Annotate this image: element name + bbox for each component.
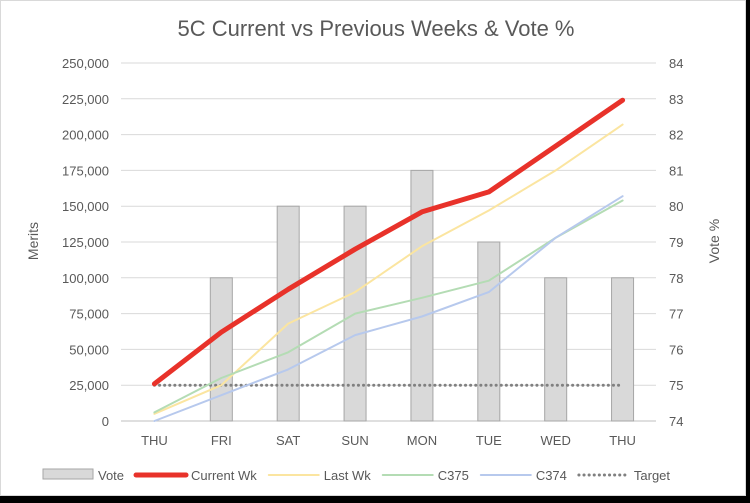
y2-tick-label: 80 [669, 199, 683, 214]
y2-tick-label: 76 [669, 342, 683, 357]
y2-axis-ticks: 74 75 76 77 78 79 80 81 82 83 84 [669, 56, 683, 429]
legend-label: Target [634, 468, 671, 483]
y-tick-label: 150,000 [62, 199, 109, 214]
vote-bar [477, 241, 501, 422]
legend-label: C375 [438, 468, 469, 483]
series-line-c374 [153, 195, 624, 422]
y-tick-label: 100,000 [62, 271, 109, 286]
legend-label: Current Wk [191, 468, 257, 483]
right-border [746, 0, 750, 503]
x-tick-label: THU [609, 433, 636, 448]
x-tick-label: FRI [211, 433, 232, 448]
series-lines [151, 97, 626, 422]
y-tick-label: 225,000 [62, 92, 109, 107]
y-tick-label: 175,000 [62, 163, 109, 178]
y-tick-label: 125,000 [62, 235, 109, 250]
y-axis-label: Merits [25, 222, 41, 260]
x-tick-label: THU [141, 433, 168, 448]
y2-tick-label: 78 [669, 271, 683, 286]
vote-bar [276, 205, 300, 422]
y2-tick-label: 75 [669, 378, 683, 393]
legend-label: Last Wk [324, 468, 371, 483]
x-tick-label: MON [407, 433, 437, 448]
vote-bar [544, 277, 568, 422]
x-tick-label: SAT [276, 433, 300, 448]
y2-tick-label: 82 [669, 128, 683, 143]
x-axis-ticks: THU FRI SAT SUN MON TUE WED THU [141, 433, 636, 448]
gridlines [121, 62, 656, 422]
x-tick-label: WED [541, 433, 571, 448]
y2-tick-label: 83 [669, 92, 683, 107]
series-line-c375 [153, 199, 624, 414]
x-tick-label: TUE [476, 433, 502, 448]
chart-title: 5C Current vs Previous Weeks & Vote % [178, 16, 575, 41]
series-line-last-wk [153, 123, 624, 415]
y-axis-ticks: 0 25,000 50,000 75,000 100,000 125,000 150,000… [62, 56, 109, 429]
y2-tick-label: 79 [669, 235, 683, 250]
y-tick-label: 0 [102, 414, 109, 429]
bottom-border [0, 496, 750, 503]
y-tick-label: 200,000 [62, 128, 109, 143]
y-tick-label: 250,000 [62, 56, 109, 71]
y2-tick-label: 84 [669, 56, 683, 71]
legend-label: Vote [98, 468, 124, 483]
y2-tick-label: 77 [669, 307, 683, 322]
y2-tick-label: 74 [669, 414, 683, 429]
vote-bar [611, 277, 635, 422]
legend-swatch-vote [42, 468, 94, 480]
vote-bar [209, 277, 233, 422]
y-tick-label: 50,000 [69, 342, 109, 357]
y-tick-label: 25,000 [69, 378, 109, 393]
legend: Vote Current Wk Last Wk C375 C374 Target [42, 468, 671, 483]
x-tick-label: SUN [341, 433, 368, 448]
y2-axis-label: Vote % [706, 219, 722, 263]
series-line-current-wk [151, 97, 626, 387]
y-tick-label: 75,000 [69, 307, 109, 322]
chart-canvas: 5C Current vs Previous Weeks & Vote % Me… [25, 16, 722, 483]
legend-label: C374 [536, 468, 567, 483]
y2-tick-label: 81 [669, 163, 683, 178]
